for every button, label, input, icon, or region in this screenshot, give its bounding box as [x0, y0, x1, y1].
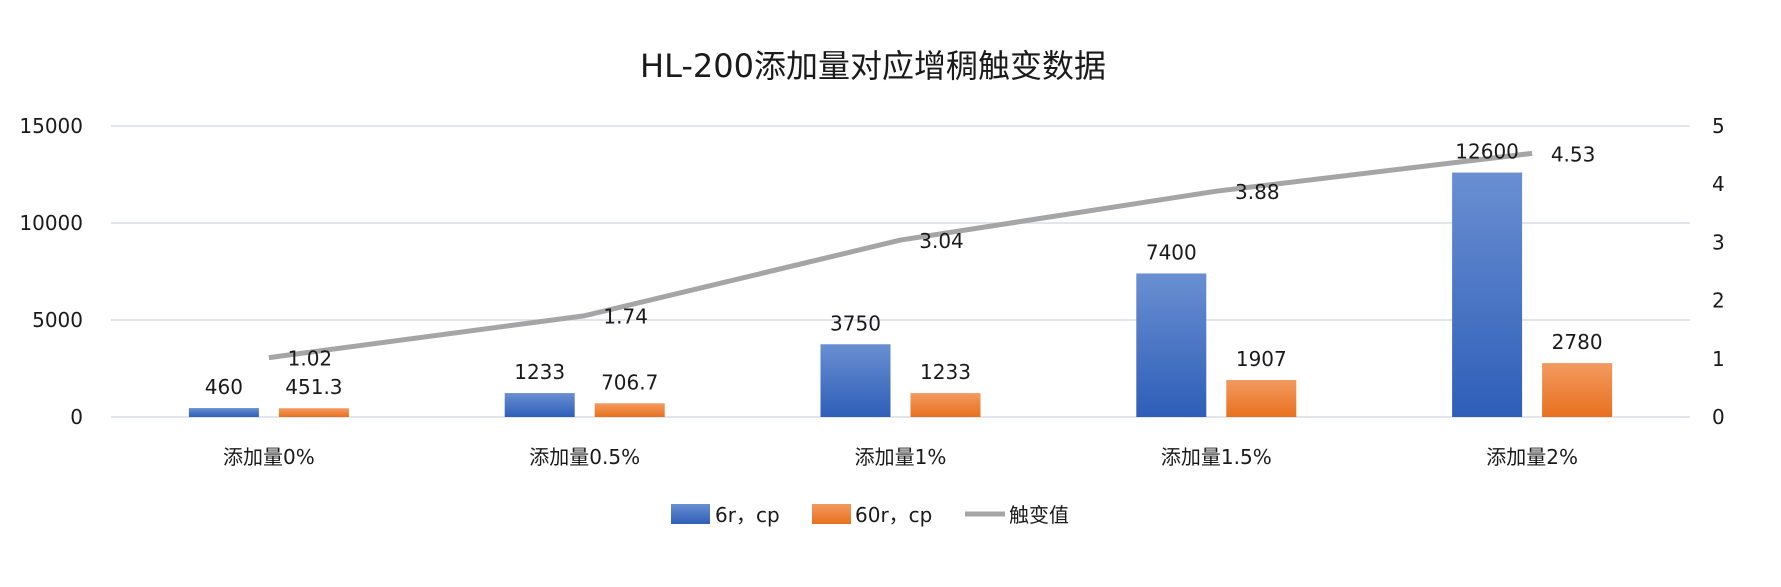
bar-data-label: 1233 [514, 360, 565, 384]
legend-swatch-60r [812, 504, 851, 524]
bar-data-label: 1907 [1236, 347, 1287, 371]
line-data-label: 1.74 [603, 305, 648, 329]
legend-swatch-6r [671, 504, 710, 524]
bar-6r [1452, 172, 1523, 417]
y-left-tick-label: 0 [70, 405, 83, 429]
chart-title: HL-200添加量对应增稠触变数据 [640, 47, 1106, 85]
bar-data-label: 706.7 [601, 370, 658, 394]
bar-data-label: 1233 [920, 360, 971, 384]
bar-6r [820, 344, 891, 417]
bar-60r [278, 408, 349, 417]
x-tick-label: 添加量0.5% [529, 445, 640, 469]
x-tick-label: 添加量2% [1486, 445, 1578, 469]
line-series-thixotropy [268, 150, 1533, 361]
y-right-tick-label: 1 [1712, 347, 1725, 371]
bar-60r [910, 393, 981, 417]
x-tick-label: 添加量1.5% [1161, 445, 1272, 469]
line-data-label: 3.88 [1235, 180, 1280, 204]
y-left-tick-label: 5000 [32, 308, 83, 332]
bar-60r [1542, 363, 1613, 417]
y-left-tick-label: 15000 [19, 114, 83, 138]
line-data-label: 1.02 [288, 347, 333, 371]
x-tick-label: 添加量1% [855, 445, 947, 469]
line-data-label: 3.04 [919, 229, 964, 253]
y-right-tick-label: 4 [1712, 172, 1725, 196]
bar-60r [594, 403, 665, 417]
bar-60r [1226, 380, 1297, 417]
y-right-tick-label: 3 [1712, 230, 1725, 254]
line-data-label: 4.53 [1551, 142, 1596, 166]
bar-data-label: 7400 [1146, 240, 1197, 264]
bar-data-label: 460 [205, 375, 243, 399]
y-left-tick-label: 10000 [19, 211, 83, 235]
bar-6r [188, 408, 259, 417]
y-right-tick-label: 5 [1712, 114, 1725, 138]
legend-label-6r: 6r，cp [715, 503, 780, 527]
bar-6r [504, 393, 575, 417]
bar-6r [1136, 273, 1207, 417]
bar-data-label: 2780 [1552, 330, 1603, 354]
legend-label-60r: 60r，cp [855, 503, 932, 527]
bar-data-label: 451.3 [285, 375, 342, 399]
legend-label-thixotropy: 触变值 [1009, 503, 1069, 527]
bar-data-label: 3750 [830, 311, 881, 335]
x-tick-label: 添加量0% [223, 445, 315, 469]
y-right-tick-label: 2 [1712, 289, 1725, 313]
bar-data-label: 12600 [1455, 140, 1519, 164]
y-right-tick-label: 0 [1712, 405, 1725, 429]
